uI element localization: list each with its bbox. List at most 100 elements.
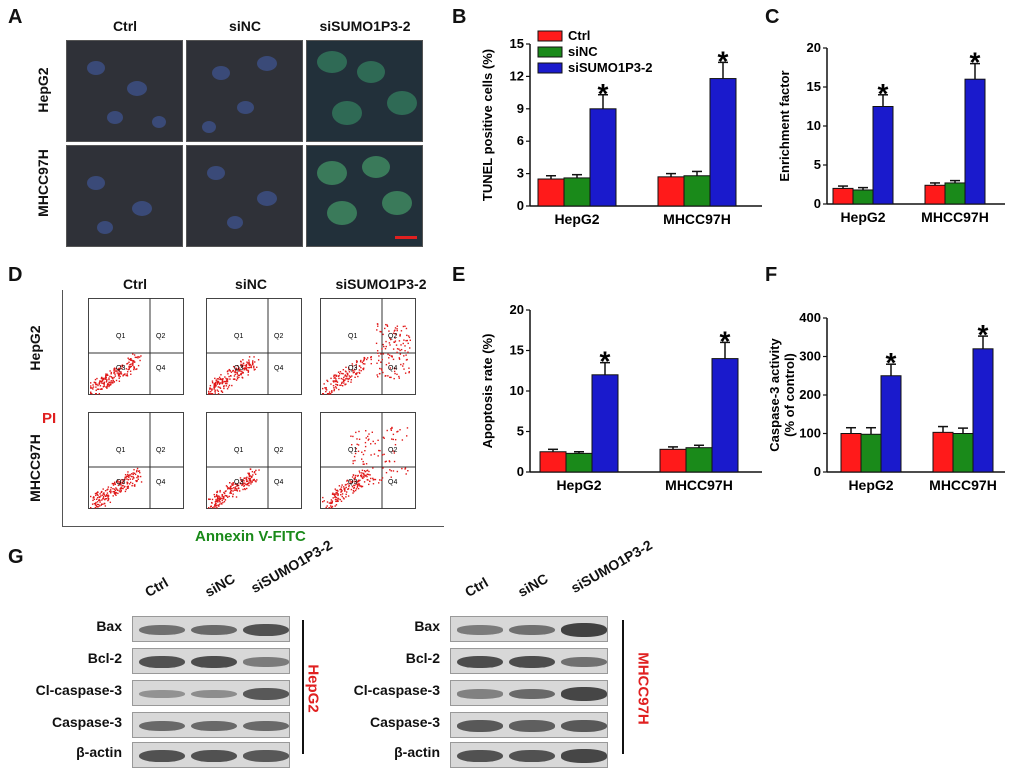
bar-sinc xyxy=(944,182,966,205)
flow-dot xyxy=(377,455,379,457)
flow-plot-mhcc97h-sinc: Q1 Q2 Q3 Q4 xyxy=(206,412,302,509)
flow-dot xyxy=(246,361,248,363)
flow-dot xyxy=(215,505,218,507)
flow-dot xyxy=(235,367,237,369)
flow-dot xyxy=(133,360,135,362)
flow-dot xyxy=(125,368,128,370)
flow-dot xyxy=(109,489,112,491)
western-left-row-label: Bax xyxy=(96,618,122,634)
flow-dot xyxy=(362,463,364,465)
flow-dot xyxy=(363,359,365,361)
flow-dot xyxy=(97,384,99,387)
flow-dot xyxy=(231,487,233,490)
bar-sinc xyxy=(852,189,874,205)
flow-dot xyxy=(138,356,141,358)
flow-dot xyxy=(248,482,250,484)
y-tick-label: 10 xyxy=(510,383,524,398)
flow-dot xyxy=(344,374,347,376)
flow-dot xyxy=(354,459,356,462)
flow-dot xyxy=(337,497,339,499)
flow-dot xyxy=(245,364,248,367)
flow-dot xyxy=(407,342,409,345)
flow-dot xyxy=(350,379,353,381)
y-tick-label: 400 xyxy=(799,310,821,325)
flow-dot xyxy=(227,370,229,372)
western-left-col-2: siSUMO1P3-2 xyxy=(248,536,335,596)
flow-dot xyxy=(225,495,228,497)
flow-dot xyxy=(355,363,357,366)
flow-dot xyxy=(399,334,401,337)
flow-dot xyxy=(225,485,228,487)
flow-dot xyxy=(389,338,392,341)
flow-dot xyxy=(229,492,231,494)
flow-dot xyxy=(90,387,92,389)
flow-dot xyxy=(130,475,133,478)
flow-dot xyxy=(362,363,365,365)
bar-sisumo1p3-2 xyxy=(872,106,894,205)
flow-dot xyxy=(112,382,114,384)
flow-dot xyxy=(405,339,407,342)
flow-dot xyxy=(382,333,384,336)
flow-dot xyxy=(127,362,129,365)
y-tick-label: 6 xyxy=(517,133,524,148)
flow-dot xyxy=(116,370,118,372)
flow-dot xyxy=(351,485,354,488)
y-tick-label: 100 xyxy=(799,426,821,441)
flow-dot xyxy=(116,481,119,483)
flow-dot xyxy=(364,357,366,360)
flow-dot xyxy=(112,487,114,490)
flow-dot xyxy=(110,376,113,378)
flow-dot xyxy=(221,380,224,382)
western-band xyxy=(561,687,607,701)
flow-dot xyxy=(114,370,117,372)
flow-dot xyxy=(327,393,330,395)
flow-dot xyxy=(115,488,118,490)
flow-dot xyxy=(368,433,370,435)
flow-dot xyxy=(121,479,123,481)
quadrant-q2: Q2 xyxy=(156,333,165,340)
flow-dot xyxy=(92,386,95,388)
flow-dot xyxy=(358,430,360,433)
flow-dot xyxy=(214,392,216,394)
flow-dot xyxy=(211,507,214,509)
flow-dot xyxy=(90,382,92,384)
flow-dot xyxy=(396,351,398,354)
flow-dot xyxy=(106,492,109,494)
blot-right-4 xyxy=(450,742,608,768)
flow-dot xyxy=(135,368,137,371)
flow-dot xyxy=(398,375,400,378)
flow-dot xyxy=(115,491,117,494)
flow-dot xyxy=(356,480,359,483)
flow-dot xyxy=(101,499,103,501)
flow-dot xyxy=(106,385,109,387)
flow-dot xyxy=(396,325,399,327)
flow-dot xyxy=(369,474,371,476)
flow-dot xyxy=(251,364,254,366)
flow-dot xyxy=(350,435,352,437)
flow-dot xyxy=(132,362,134,364)
flow-dot xyxy=(358,369,361,371)
flow-dot xyxy=(221,382,224,385)
flow-dot xyxy=(218,498,221,501)
significance-star: * xyxy=(886,347,897,378)
flow-dot xyxy=(208,507,210,509)
flow-dot xyxy=(372,440,374,443)
flow-dot xyxy=(333,494,336,496)
flow-dot xyxy=(119,375,121,378)
flow-dot xyxy=(350,381,352,383)
flow-dot xyxy=(357,444,360,446)
flow-dot xyxy=(336,381,339,383)
flow-dot xyxy=(389,469,391,471)
flow-dot xyxy=(124,485,126,488)
flow-dot xyxy=(102,488,104,490)
flow-dot xyxy=(229,491,232,494)
flow-dot xyxy=(215,503,217,505)
flow-dot xyxy=(108,490,111,493)
flow-dot xyxy=(402,365,404,367)
flow-dot xyxy=(366,475,368,478)
flow-dot xyxy=(390,470,392,472)
y-tick-label: 5 xyxy=(814,157,821,172)
flow-dot xyxy=(363,358,365,360)
flow-dot xyxy=(244,482,246,485)
western-right-col-2: siSUMO1P3-2 xyxy=(568,536,655,596)
